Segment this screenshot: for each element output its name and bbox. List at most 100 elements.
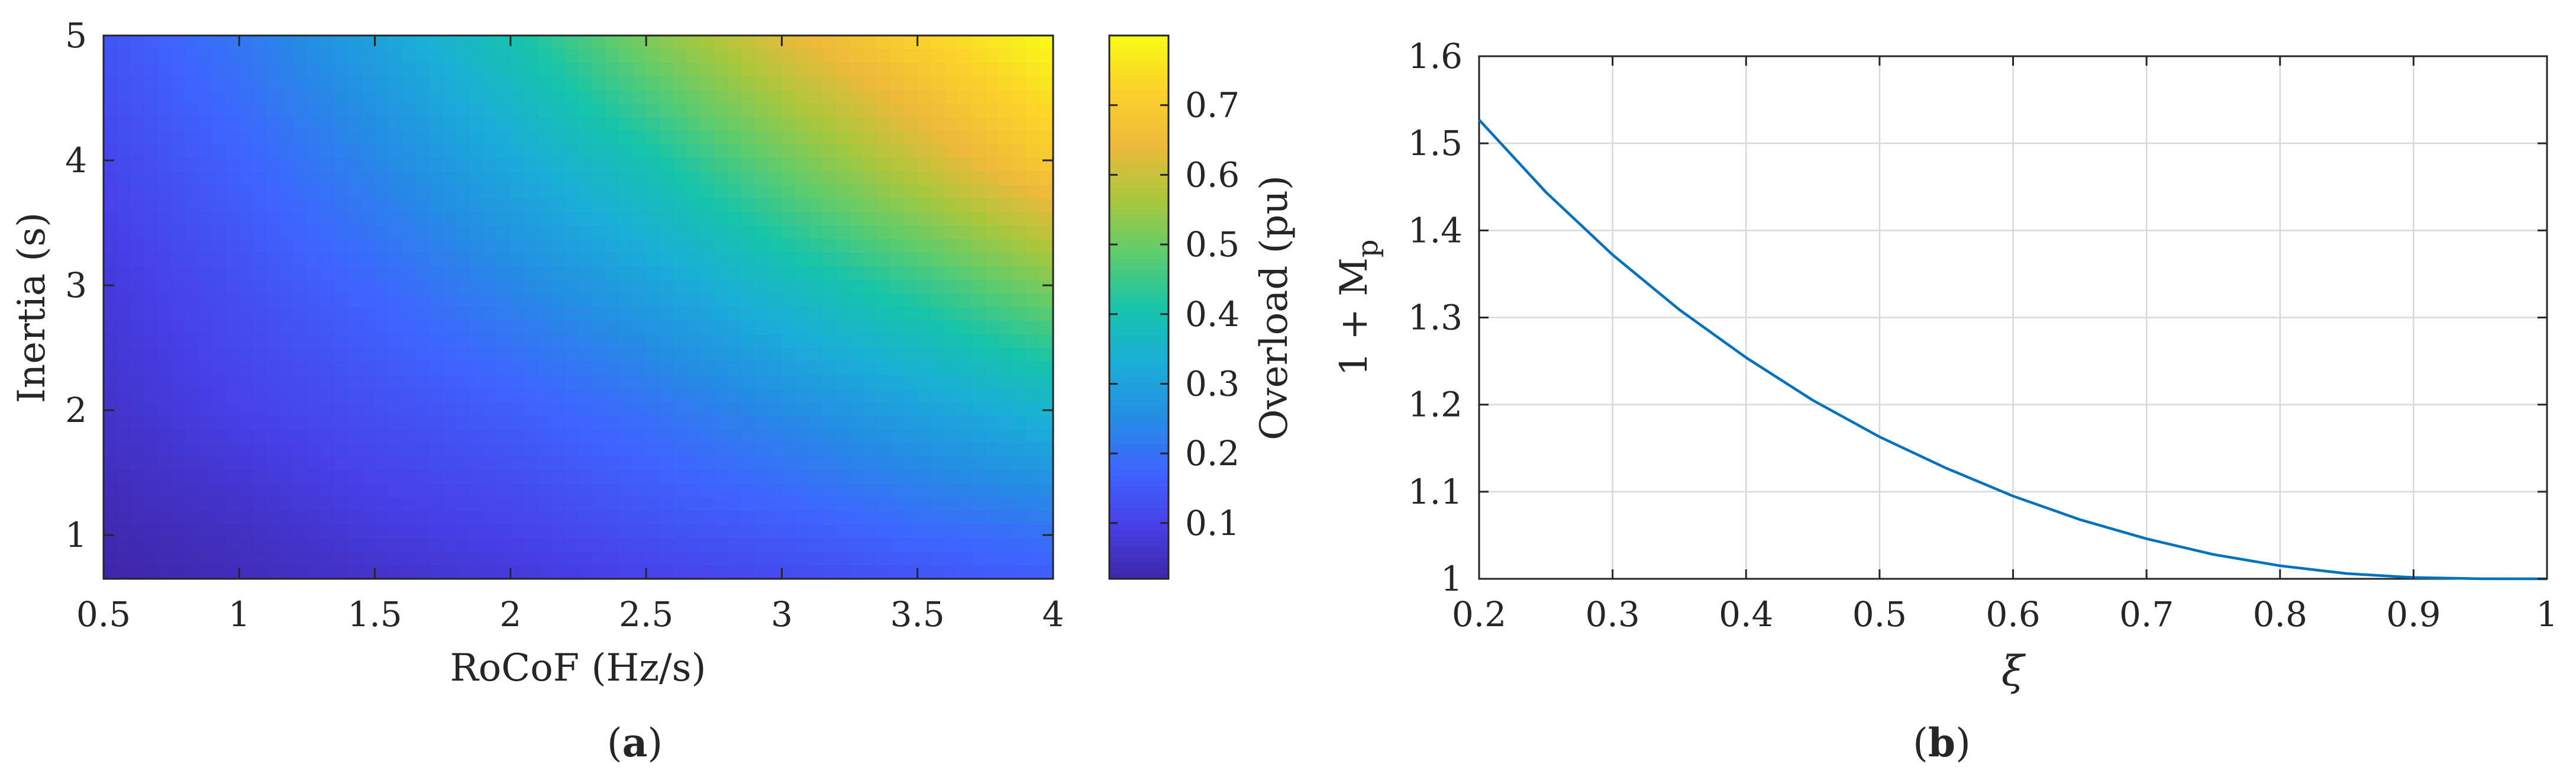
heatmap-cell — [266, 49, 280, 63]
heatmap-cell — [564, 484, 579, 498]
heatmap-cell — [903, 456, 918, 471]
heatmap-cell — [104, 375, 118, 389]
heatmap-cell — [117, 375, 131, 389]
heatmap-cell — [443, 266, 457, 281]
heatmap-cell — [496, 470, 511, 485]
heatmap-cell — [564, 144, 579, 159]
heatmap-cell — [225, 497, 240, 512]
heatmap-cell — [673, 266, 687, 281]
heatmap-cell — [850, 130, 864, 145]
heatmap-cell — [402, 334, 417, 349]
heatmap-cell — [985, 538, 1000, 552]
heatmap-cell — [347, 497, 362, 512]
heatmap-cell — [971, 470, 986, 485]
heatmap-cell — [903, 443, 918, 457]
heatmap-cell — [185, 470, 199, 485]
heatmap-cell — [917, 225, 932, 240]
heatmap-cell — [741, 443, 756, 457]
heatmap-cell — [673, 171, 687, 186]
heatmap-cell — [293, 415, 308, 430]
heatmap-cell — [673, 36, 687, 50]
heatmap-cell — [347, 402, 362, 417]
heatmap-cell — [700, 552, 715, 566]
heatmap-cell — [361, 415, 376, 430]
heatmap-cell — [917, 388, 932, 403]
heatmap-cell — [306, 103, 321, 118]
heatmap-cell — [673, 307, 687, 321]
colorbar-step — [1109, 453, 1168, 460]
heatmap-cell — [632, 552, 647, 566]
heatmap-cell — [727, 484, 742, 498]
heatmap-cell — [673, 294, 687, 308]
heatmap-cell — [795, 456, 810, 471]
heatmap-cell — [999, 484, 1013, 498]
heatmap-cell — [1040, 307, 1054, 321]
heatmap-cell — [266, 266, 280, 281]
heatmap-cell — [198, 76, 213, 91]
heatmap-cell — [130, 239, 145, 253]
heatmap-cell — [917, 144, 932, 159]
heatmap-cell — [917, 212, 932, 227]
heatmap-cell — [863, 225, 877, 240]
heatmap-cell — [754, 524, 769, 539]
heatmap-cell — [605, 49, 620, 63]
heatmap-cell — [496, 375, 511, 389]
heatmap-cell — [592, 388, 606, 403]
heatmap-cell — [782, 470, 796, 485]
colorbar-step — [1109, 160, 1168, 167]
colorbar-step — [1109, 193, 1168, 199]
heatmap-cell — [157, 443, 172, 457]
heatmap-cell — [836, 36, 850, 50]
heatmap-cell — [429, 538, 444, 552]
heatmap-cell — [673, 497, 687, 512]
heatmap-cell — [971, 36, 986, 50]
heatmap-cell — [850, 198, 864, 213]
heatmap-cell — [415, 117, 430, 131]
heatmap-cell — [917, 538, 932, 552]
heatmap-cell — [863, 198, 877, 213]
heatmap-cell — [470, 62, 484, 77]
heatmap-cell — [361, 103, 376, 118]
heatmap-cell — [551, 307, 566, 321]
heatmap-cell — [782, 361, 796, 376]
heatmap-cell — [537, 89, 552, 104]
heatmap-cell — [483, 552, 498, 566]
heatmap-cell — [890, 266, 905, 281]
heatmap-cell — [306, 388, 321, 403]
heatmap-cell — [727, 320, 742, 335]
heatmap-cell — [157, 185, 172, 199]
colorbar-step — [1109, 372, 1168, 379]
heatmap-cell — [157, 334, 172, 349]
heatmap-cell — [402, 89, 417, 104]
heatmap-cell — [863, 36, 877, 50]
heatmap-cell — [266, 280, 280, 294]
heatmap-cell — [714, 443, 728, 457]
heatmap-cell — [673, 538, 687, 552]
heatmap-cell — [578, 144, 593, 159]
heatmap-cell — [564, 524, 579, 539]
heatmap-cell — [632, 266, 647, 281]
heatmap-cell — [144, 320, 159, 335]
heatmap-cell — [795, 334, 810, 349]
heatmap-cell — [632, 157, 647, 172]
heatmap-cell — [605, 538, 620, 552]
heatmap-cell — [999, 62, 1013, 77]
heatmap-cell — [863, 388, 877, 403]
heatmap-cell — [334, 266, 348, 281]
heatmap-cell — [971, 49, 986, 63]
heatmap-cell — [1026, 456, 1040, 471]
heatmap-cell — [660, 470, 674, 485]
heatmap-cell — [578, 266, 593, 281]
heatmap-cell — [171, 171, 186, 186]
heatmap-cell — [971, 511, 986, 525]
heatmap-cell — [185, 144, 199, 159]
heatmap-cell — [619, 280, 634, 294]
heatmap-cell — [700, 524, 715, 539]
heatmap-cell — [714, 62, 728, 77]
heatmap-cell — [117, 185, 131, 199]
heatmap-cell — [266, 320, 280, 335]
heatmap-cell — [850, 402, 864, 417]
heatmap-cell — [754, 361, 769, 376]
heatmap-cell — [686, 388, 701, 403]
x-tick-label: 0.8 — [2253, 594, 2307, 634]
